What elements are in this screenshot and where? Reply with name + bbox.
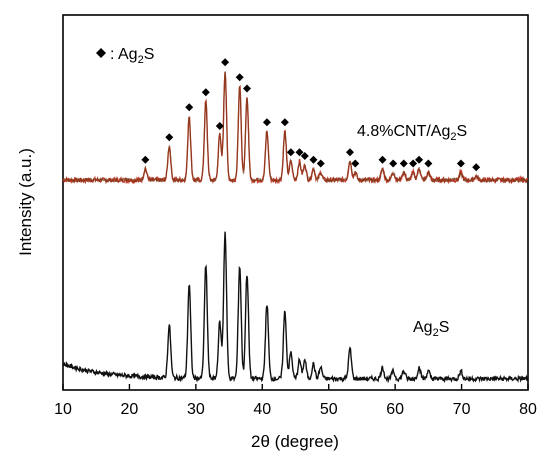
x-tick-label: 50 <box>320 401 338 418</box>
peak-diamond-marker <box>389 159 398 168</box>
peak-diamond-marker <box>345 148 354 157</box>
peak-diamond-marker <box>415 155 424 164</box>
peak-diamond-marker <box>309 155 318 164</box>
x-axis-title: 2θ (degree) <box>251 432 339 451</box>
legend-text-suffix: S <box>144 46 155 63</box>
peak-markers <box>141 58 481 172</box>
peak-diamond-marker <box>399 159 408 168</box>
legend: : Ag2S <box>96 46 154 66</box>
peak-diamond-marker <box>185 103 194 112</box>
series-label-pure: Ag2S <box>413 319 449 339</box>
peak-diamond-marker <box>280 118 289 127</box>
legend-diamond-icon <box>96 48 106 58</box>
peak-diamond-marker <box>221 58 230 67</box>
legend-text-prefix: : Ag <box>110 46 138 63</box>
peak-diamond-marker <box>141 155 150 164</box>
y-axis-title: Intensity (a.u.) <box>16 148 35 256</box>
peak-diamond-marker <box>215 122 224 130</box>
series-line-pure <box>62 231 529 384</box>
peak-diamond-marker <box>378 155 387 164</box>
peak-diamond-marker <box>262 118 271 127</box>
svg-text:: Ag2S: : Ag2S <box>110 46 154 66</box>
peak-diamond-marker <box>295 148 304 157</box>
peak-diamond-marker <box>456 159 465 168</box>
peak-diamond-marker <box>286 148 295 157</box>
x-tick-label: 30 <box>187 401 205 418</box>
x-axis-ticks: 10 20 30 40 50 60 70 80 <box>54 384 537 418</box>
x-tick-label: 70 <box>453 401 471 418</box>
peak-diamond-marker <box>316 159 325 168</box>
series-line-composite-overlay <box>62 71 529 184</box>
peak-diamond-marker <box>165 133 174 142</box>
legend-text-sub: 2 <box>138 54 144 66</box>
x-tick-label: 40 <box>253 401 271 418</box>
x-tick-label: 80 <box>519 401 537 418</box>
peak-diamond-marker <box>243 84 252 93</box>
x-tick-label: 10 <box>54 401 72 418</box>
peak-diamond-marker <box>300 152 309 160</box>
series-label-composite: 4.8%CNT/Ag2S <box>357 123 467 143</box>
peak-diamond-marker <box>235 73 244 82</box>
x-tick-label: 20 <box>121 401 139 418</box>
peak-diamond-marker <box>472 163 481 172</box>
peak-diamond-marker <box>424 159 433 168</box>
plot-frame <box>62 14 529 391</box>
series-layer <box>62 71 529 384</box>
peak-diamond-marker <box>351 159 360 168</box>
peak-diamond-marker <box>201 88 210 97</box>
peak-diamond-marker <box>409 159 418 168</box>
x-tick-label: 60 <box>386 401 404 418</box>
